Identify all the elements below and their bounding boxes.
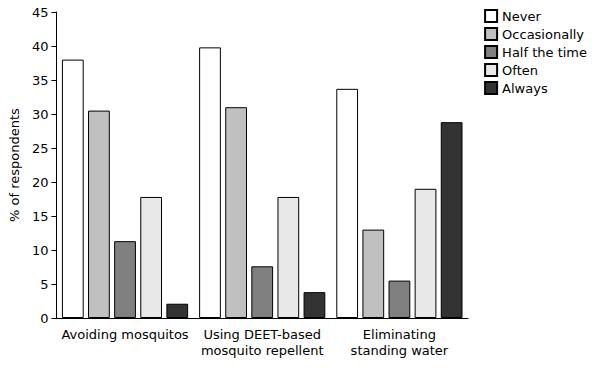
- svg-text:Avoiding mosquitos: Avoiding mosquitos: [61, 327, 188, 342]
- svg-text:40: 40: [32, 39, 49, 54]
- svg-text:Eliminating: Eliminating: [363, 327, 436, 342]
- svg-text:Occasionally: Occasionally: [502, 27, 584, 42]
- svg-text:10: 10: [32, 243, 49, 258]
- svg-text:15: 15: [32, 209, 49, 224]
- svg-text:% of respondents: % of respondents: [7, 108, 22, 222]
- svg-text:Half the time: Half the time: [502, 45, 587, 60]
- svg-text:5: 5: [40, 277, 48, 292]
- svg-text:20: 20: [32, 175, 49, 190]
- svg-text:45: 45: [32, 5, 49, 20]
- svg-text:Always: Always: [502, 81, 548, 96]
- svg-text:35: 35: [32, 73, 49, 88]
- svg-text:mosquito repellent: mosquito repellent: [201, 343, 324, 358]
- svg-text:Using DEET-based: Using DEET-based: [203, 327, 321, 342]
- svg-text:Often: Often: [502, 63, 538, 78]
- svg-text:25: 25: [32, 141, 49, 156]
- svg-text:0: 0: [40, 311, 48, 326]
- svg-text:30: 30: [32, 107, 49, 122]
- svg-text:standing water: standing water: [351, 343, 449, 358]
- svg-text:Never: Never: [502, 9, 541, 24]
